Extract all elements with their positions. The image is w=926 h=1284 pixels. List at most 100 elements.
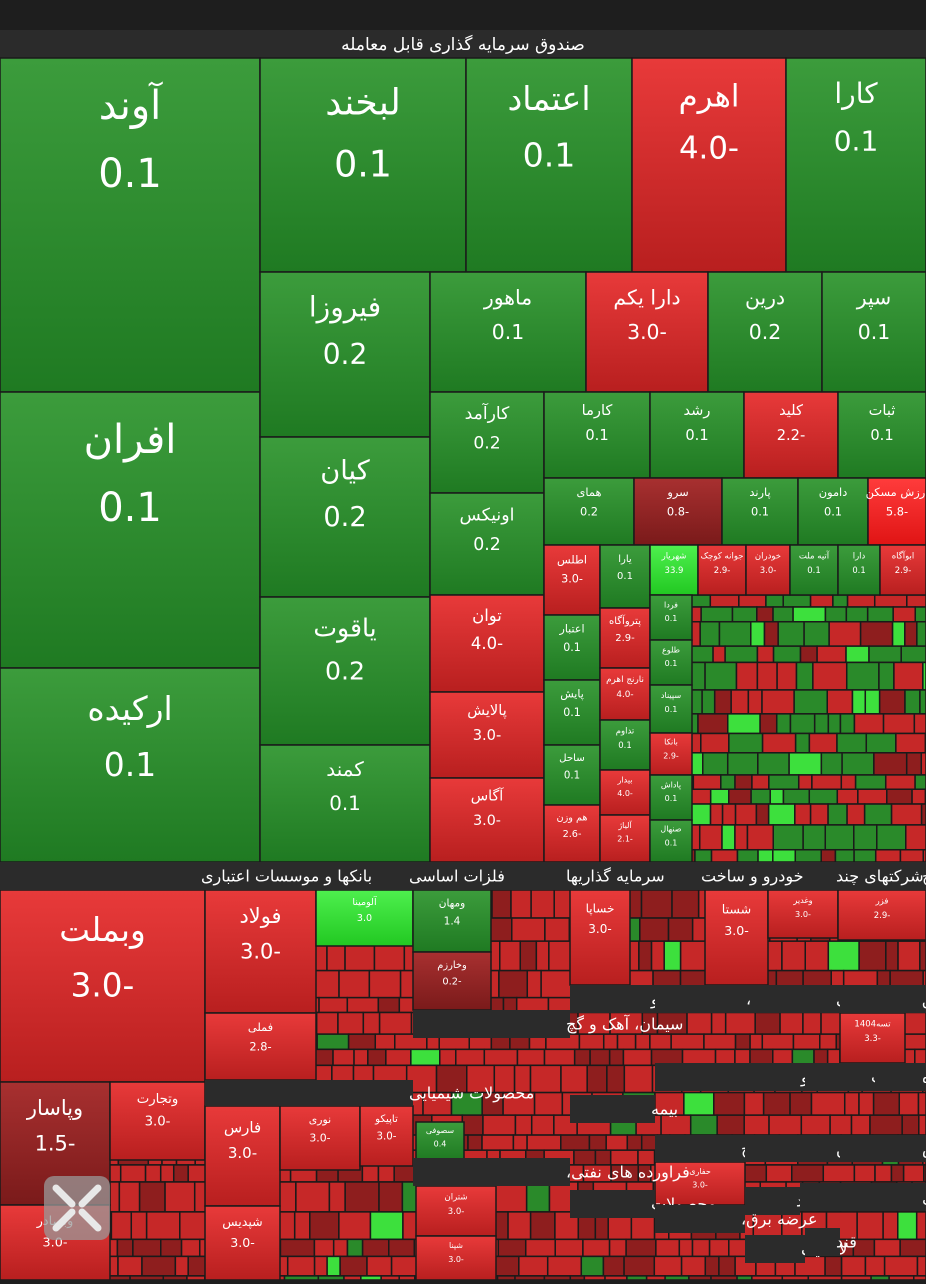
mini-tile bbox=[886, 941, 898, 970]
stock-change: 0.1 bbox=[563, 706, 581, 719]
mini-tile bbox=[319, 998, 347, 1013]
mini-tile bbox=[587, 1065, 607, 1092]
mini-tile bbox=[695, 850, 712, 862]
section-bar bbox=[413, 1158, 570, 1186]
stock-change: 3.0- bbox=[71, 966, 135, 1004]
mini-tile bbox=[852, 1115, 870, 1135]
stock-name: همای bbox=[577, 485, 602, 499]
stock-change: 3.3- bbox=[864, 1034, 881, 1044]
stock-name: سصوفی bbox=[426, 1126, 455, 1135]
mini-tile bbox=[854, 714, 883, 734]
mini-tile bbox=[623, 1049, 651, 1065]
mini-tile bbox=[681, 941, 708, 970]
mini-tile bbox=[915, 1049, 926, 1065]
mini-tile bbox=[118, 1256, 142, 1275]
stock-change: 0.2 bbox=[473, 535, 501, 555]
stock-change: 0.2 bbox=[323, 502, 366, 533]
section-bar bbox=[840, 1135, 926, 1162]
mini-tile bbox=[618, 1034, 636, 1049]
mini-tile bbox=[722, 825, 735, 850]
mini-tile bbox=[650, 1034, 671, 1049]
mini-tile bbox=[751, 789, 770, 804]
stock-change: 0.1 bbox=[665, 838, 678, 847]
mini-tile bbox=[111, 1212, 131, 1239]
stock-change: 3.0- bbox=[473, 813, 501, 829]
mini-tile bbox=[640, 918, 669, 941]
mini-tile bbox=[886, 775, 915, 789]
section-bar bbox=[745, 1063, 805, 1091]
stock-change: 0.1 bbox=[852, 565, 865, 575]
stock-change: 3.0- bbox=[588, 922, 611, 936]
stock-change: 3.0- bbox=[692, 1181, 708, 1190]
mini-tile bbox=[732, 607, 756, 622]
mini-tile bbox=[828, 1049, 840, 1065]
mini-tile bbox=[751, 622, 765, 646]
mini-tile bbox=[579, 1034, 603, 1049]
mini-tile bbox=[795, 850, 821, 862]
mini-tile bbox=[804, 622, 829, 646]
header-title: صندوق سرمایه گذاری قابل معامله bbox=[341, 34, 585, 55]
mini-tile bbox=[900, 850, 923, 862]
stock-name: وپاسار bbox=[26, 1096, 83, 1120]
mini-tile bbox=[379, 1182, 402, 1212]
mini-tile bbox=[363, 1239, 389, 1256]
mini-tile bbox=[736, 662, 757, 690]
stock-change: 3.0- bbox=[724, 923, 749, 938]
mini-tile bbox=[813, 662, 847, 690]
mini-tile bbox=[868, 607, 894, 622]
mini-tile bbox=[842, 1256, 866, 1275]
mini-tile bbox=[823, 1165, 854, 1182]
mini-tile bbox=[757, 607, 773, 622]
mini-tile bbox=[672, 890, 699, 918]
mini-tile bbox=[847, 662, 879, 690]
section-bar bbox=[875, 1063, 926, 1091]
mini-tile bbox=[758, 850, 773, 862]
stock-name: شستا bbox=[722, 901, 751, 916]
mini-tile bbox=[796, 733, 810, 752]
stock-name: تسه1404 bbox=[854, 1020, 891, 1030]
mini-tile bbox=[796, 662, 812, 690]
section-bar bbox=[840, 985, 926, 1013]
stock-name: آلومینا bbox=[352, 895, 377, 908]
mini-tile bbox=[736, 804, 757, 825]
stock-name: سپیناد bbox=[661, 690, 682, 700]
mini-tile bbox=[687, 1013, 712, 1035]
mini-tile bbox=[527, 1182, 550, 1212]
stock-name: شپنا bbox=[449, 1241, 463, 1250]
stock-name: ثبات bbox=[869, 402, 896, 419]
stock-change: 3.0- bbox=[228, 1144, 257, 1162]
mini-tile bbox=[773, 607, 793, 622]
mini-tile bbox=[575, 1049, 590, 1065]
mini-tile bbox=[142, 1256, 175, 1275]
mini-tile bbox=[840, 714, 854, 734]
mini-tile bbox=[146, 1165, 161, 1182]
mini-tile bbox=[664, 941, 680, 970]
mini-tile bbox=[874, 1093, 900, 1116]
mini-tile bbox=[870, 1115, 902, 1135]
stock-change: 3.0- bbox=[240, 940, 281, 964]
section-title: شرکتهای چند bbox=[836, 867, 924, 887]
stock-name: لبخند bbox=[325, 81, 401, 124]
mini-tile bbox=[731, 690, 748, 714]
mini-tile bbox=[783, 789, 809, 804]
collapse-button[interactable] bbox=[44, 1176, 110, 1240]
mini-tile bbox=[770, 789, 783, 804]
stock-name: پاداش bbox=[661, 780, 681, 789]
section-bar bbox=[570, 1190, 655, 1218]
mini-tile bbox=[296, 1182, 330, 1212]
mini-tile bbox=[119, 1182, 139, 1212]
mini-tile bbox=[828, 804, 847, 825]
mini-tile bbox=[705, 662, 736, 690]
mini-tile bbox=[869, 646, 901, 662]
mini-tile bbox=[378, 1165, 394, 1182]
mini-tile bbox=[842, 753, 874, 775]
mini-tile bbox=[349, 1034, 376, 1049]
stock-name: دارا یکم bbox=[613, 285, 680, 309]
stock-name: کارما bbox=[582, 402, 613, 419]
mini-tile bbox=[636, 1034, 650, 1049]
mini-tile bbox=[716, 1049, 735, 1065]
stock-name: آلیاژ bbox=[617, 820, 632, 830]
stock-change: 0.1 bbox=[858, 320, 890, 344]
stock-change: 0.2 bbox=[580, 505, 598, 519]
stock-name: ارکیده bbox=[87, 689, 172, 728]
